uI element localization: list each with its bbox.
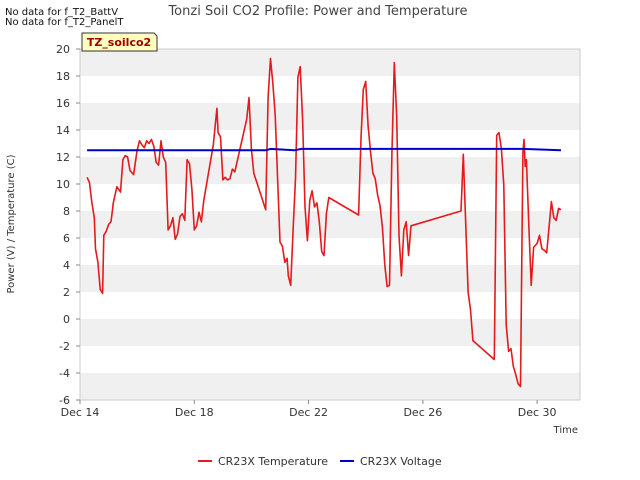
legend-label-temperature: CR23X Temperature bbox=[218, 455, 328, 468]
no-data-note-panel: No data for f_T2_PanelT bbox=[5, 17, 124, 28]
grid-bands bbox=[80, 49, 580, 400]
y-tick-label: 12 bbox=[56, 151, 70, 164]
x-tick-label: Dec 22 bbox=[289, 406, 328, 419]
grid-band bbox=[80, 319, 580, 346]
x-tick-label: Dec 30 bbox=[518, 406, 557, 419]
y-tick-label: 0 bbox=[63, 313, 70, 326]
y-tick-label: 20 bbox=[56, 43, 70, 56]
site-badge-label: TZ_soilco2 bbox=[87, 36, 151, 49]
y-axis-ticks: -6 -4 -2 0 2 4 6 8 10 12 14 16 18 20 bbox=[56, 43, 80, 407]
grid-band bbox=[80, 103, 580, 130]
site-badge-box bbox=[81, 32, 158, 52]
x-tick-label: Dec 14 bbox=[61, 406, 100, 419]
site-badge: TZ_soilco2 bbox=[81, 32, 158, 52]
grid-band bbox=[80, 157, 580, 184]
x-tick-label: Dec 26 bbox=[403, 406, 442, 419]
x-axis-ticks: Dec 14 Dec 18 Dec 22 Dec 26 Dec 30 bbox=[61, 400, 557, 419]
y-tick-label: 14 bbox=[56, 124, 70, 137]
y-tick-label: 8 bbox=[63, 205, 70, 218]
y-tick-label: -6 bbox=[59, 394, 70, 407]
y-axis-label: Power (V) / Temperature (C) bbox=[6, 154, 17, 293]
y-tick-label: 18 bbox=[56, 70, 70, 83]
grid-band bbox=[80, 373, 580, 400]
y-tick-label: 4 bbox=[63, 259, 70, 272]
y-tick-label: -4 bbox=[59, 367, 70, 380]
x-axis-label: Time bbox=[553, 425, 578, 436]
y-tick-label: 2 bbox=[63, 286, 70, 299]
plot-frame bbox=[79, 48, 581, 401]
temperature-series-line bbox=[86, 57, 562, 388]
y-tick-label: -2 bbox=[59, 340, 70, 353]
voltage-series-line bbox=[87, 147, 562, 152]
y-tick-label: 10 bbox=[56, 178, 70, 191]
series-layer bbox=[86, 57, 562, 388]
chart-title: Tonzi Soil CO2 Profile: Power and Temper… bbox=[167, 4, 467, 19]
y-tick-label: 6 bbox=[63, 232, 70, 245]
grid-band bbox=[80, 211, 580, 238]
legend-label-voltage: CR23X Voltage bbox=[360, 455, 442, 468]
y-tick-label: 16 bbox=[56, 97, 70, 110]
grid-band bbox=[80, 49, 580, 76]
legend: CR23X Temperature CR23X Voltage bbox=[198, 455, 442, 468]
x-tick-label: Dec 18 bbox=[175, 406, 214, 419]
grid-band bbox=[80, 265, 580, 292]
no-data-note-batt: No data for f_T2_BattV bbox=[5, 7, 119, 18]
